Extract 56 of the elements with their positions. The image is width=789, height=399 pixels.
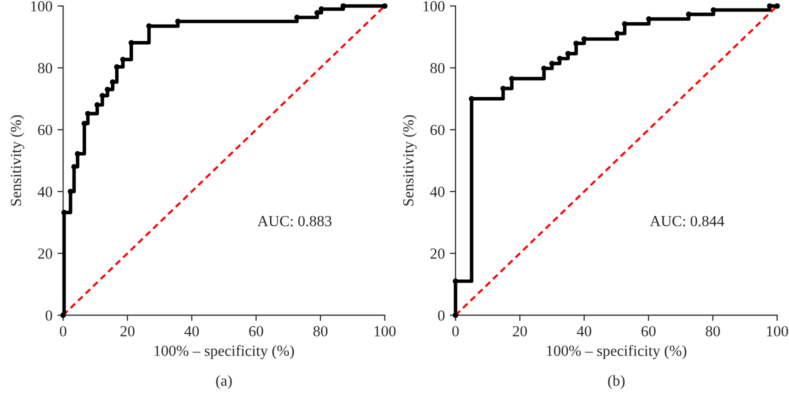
x-axis-title: 100% – specificity (%)	[547, 345, 686, 360]
y-tick-label: 0	[46, 310, 52, 321]
point	[68, 188, 74, 194]
y-tick-label: 20	[430, 248, 445, 259]
x-axis-title: 100% – specificity (%)	[154, 345, 294, 360]
point	[175, 18, 181, 24]
text: (a)	[216, 375, 232, 389]
point	[100, 92, 106, 98]
x-tick-label: 60	[249, 326, 264, 336]
annotation: AUC: 0.883	[258, 216, 332, 226]
y-tick-label: 0	[438, 310, 445, 321]
point	[146, 23, 152, 29]
point	[541, 66, 547, 72]
y-tick-label: 80	[38, 62, 52, 74]
point	[565, 50, 571, 56]
x-tick-label: 20	[120, 326, 135, 336]
y-tick-label: 80	[430, 62, 445, 74]
point	[646, 16, 652, 22]
point	[85, 110, 91, 116]
annotation: AUC: 0.844	[650, 216, 724, 226]
point	[573, 40, 579, 46]
point	[60, 312, 66, 318]
y-tick-label: 20	[38, 248, 52, 259]
x-tick-label: 100	[374, 326, 396, 336]
point	[774, 3, 780, 9]
y-tick-label: 100	[31, 1, 52, 12]
text: (b)	[608, 375, 625, 389]
y-tick-label: 60	[430, 124, 445, 136]
point	[120, 56, 126, 62]
x-tick-label: 80	[313, 326, 328, 336]
y-axis-title: Sensitivity (%)	[402, 115, 417, 206]
x-tick-label: 80	[706, 326, 720, 336]
x-tick-label: 100	[767, 326, 788, 336]
x-tick-label: 60	[642, 326, 656, 336]
point	[549, 60, 555, 66]
point	[110, 79, 116, 85]
point	[94, 102, 100, 108]
point	[104, 86, 110, 92]
y-tick-label: 60	[38, 124, 52, 136]
y-tick-label: 40	[430, 186, 445, 197]
x-tick-label: 40	[184, 326, 199, 336]
point	[622, 21, 628, 27]
point	[710, 7, 716, 13]
y-axis-title: Sensitivity (%)	[10, 115, 24, 206]
x-tick-label: 40	[576, 326, 592, 336]
point	[452, 278, 458, 284]
point	[294, 14, 300, 20]
x-tick-label: 0	[452, 326, 459, 336]
point	[318, 6, 324, 12]
x-tick-label: 0	[60, 326, 66, 336]
y-tick-label: 40	[38, 186, 52, 197]
x-tick-label: 20	[512, 326, 527, 336]
point	[61, 210, 67, 216]
point	[581, 36, 587, 42]
y-tick-label: 100	[424, 1, 445, 12]
point	[500, 86, 506, 92]
